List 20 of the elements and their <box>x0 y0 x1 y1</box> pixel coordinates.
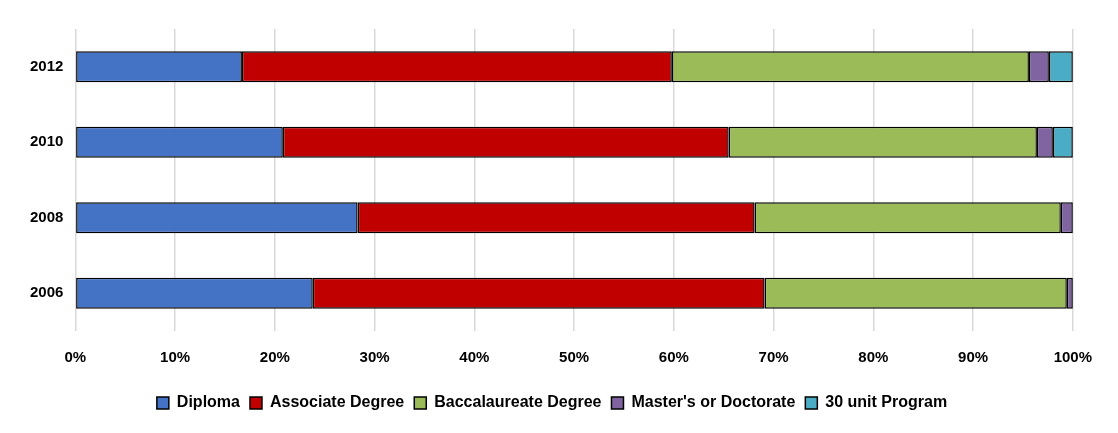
legend-label: Master's or Doctorate <box>631 393 796 411</box>
legend-label: 30 unit Program <box>825 393 948 411</box>
legend-label: Diploma <box>176 393 241 411</box>
x-tick-label: 40% <box>459 348 490 366</box>
x-tick-label: 50% <box>559 348 590 366</box>
x-tick-label: 90% <box>958 348 989 366</box>
x-tick-label: 70% <box>758 348 789 366</box>
legend-label: Associate Degree <box>269 393 405 411</box>
x-tick-label: 20% <box>259 348 290 366</box>
legend-label: Baccalaureate Degree <box>434 393 602 411</box>
x-tick-label: 10% <box>160 348 191 366</box>
x-tick-label: 60% <box>658 348 689 366</box>
x-tick-label: 100% <box>1053 348 1093 366</box>
y-tick-label: 2008 <box>29 207 64 225</box>
x-tick-label: 0% <box>64 348 87 366</box>
y-tick-label: 2010 <box>29 132 64 150</box>
y-tick-label: 2012 <box>29 56 64 74</box>
x-tick-label: 30% <box>359 348 390 366</box>
y-tick-label: 2006 <box>29 283 64 301</box>
x-tick-label: 80% <box>858 348 889 366</box>
